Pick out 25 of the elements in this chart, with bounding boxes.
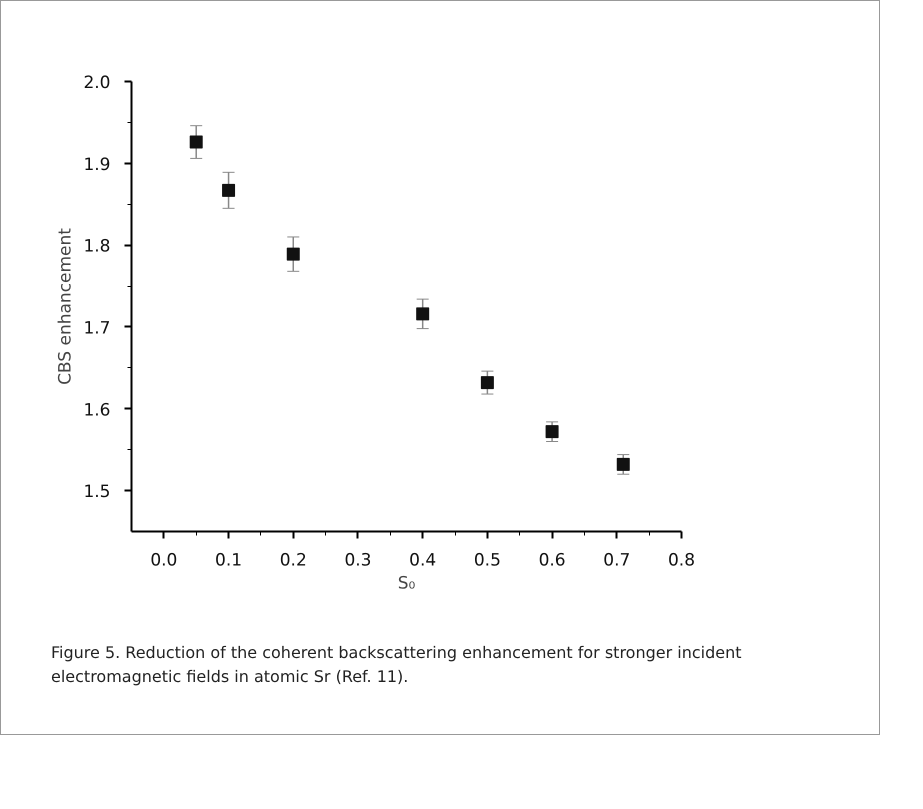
x-tick-label: 0.0	[150, 550, 178, 570]
y-tick-label: 1.5	[83, 482, 111, 502]
x-tick-label: 0.5	[474, 550, 501, 570]
y-tick-label: 1.9	[83, 154, 111, 175]
x-tick-label: 0.2	[280, 550, 307, 570]
x-tick-label: 0.6	[538, 550, 566, 570]
point	[480, 376, 494, 390]
point	[286, 248, 300, 261]
caption: Figure 5. Reduction of the coherent backscattering enhancement for stronger incident electromagnetic fields in atomic Sr (Ref. 11).	[51, 642, 743, 688]
y-tick-label: 1.8	[83, 236, 111, 257]
point	[222, 184, 236, 197]
x-tick-label: 0.4	[409, 550, 436, 570]
y-axis-title: CBS enhancement	[55, 228, 76, 385]
x-tick-label: 0.7	[603, 550, 630, 570]
x-tick-label: 0.3	[344, 550, 372, 570]
x-tick-label: 0.8	[668, 550, 696, 570]
x-tick-label: 0.1	[215, 550, 242, 570]
point	[416, 307, 430, 320]
point	[616, 458, 630, 471]
y-tick-label: 1.7	[83, 318, 111, 338]
y-tick-label: 1.6	[83, 400, 111, 420]
point	[546, 425, 559, 438]
y-tick-label: 2.0	[83, 73, 111, 93]
point	[190, 136, 203, 149]
x-axis-title: S₀	[398, 574, 416, 594]
